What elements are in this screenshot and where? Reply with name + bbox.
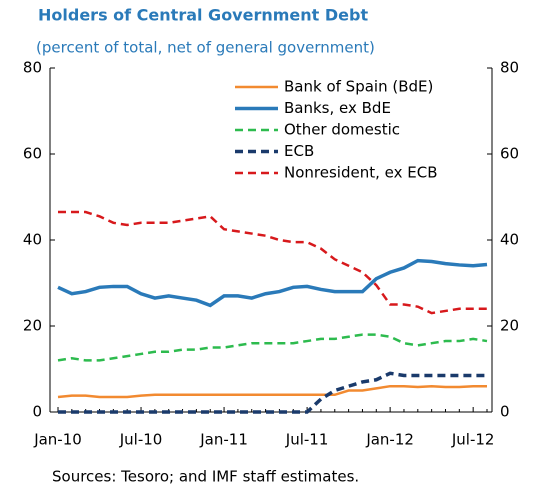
x-tick-label: Jul-12 xyxy=(451,431,495,449)
y2-tick-label: 20 xyxy=(500,317,519,335)
legend-label: ECB xyxy=(284,142,314,160)
y-tick-label: 60 xyxy=(23,145,42,163)
series-line xyxy=(57,333,488,362)
x-tick-label: Jul-11 xyxy=(285,431,329,449)
legend-label: Other domestic xyxy=(284,121,400,139)
x-tick-label: Jan-12 xyxy=(365,431,414,449)
x-tick-label: Jul-10 xyxy=(119,431,163,449)
chart-title: Holders of Central Government Debt xyxy=(38,6,368,25)
legend-label: Bank of Spain (BdE) xyxy=(284,78,433,96)
legend-label: Nonresident, ex ECB xyxy=(284,164,437,182)
series-line xyxy=(57,384,487,399)
x-tick-label: Jan-10 xyxy=(33,431,82,449)
y2-tick-label: 60 xyxy=(500,145,519,163)
legend-label: Banks, ex BdE xyxy=(284,99,391,117)
series-line xyxy=(58,371,487,414)
series-line xyxy=(57,258,488,308)
y-tick-label: 80 xyxy=(23,59,42,77)
y2-tick-label: 0 xyxy=(500,403,510,421)
chart-subtitle: (percent of total, net of general govern… xyxy=(36,39,375,57)
y2-tick-label: 40 xyxy=(500,231,519,249)
y2-tick-label: 80 xyxy=(500,59,519,77)
y-tick-label: 40 xyxy=(23,231,42,249)
source-note: Sources: Tesoro; and IMF staff estimates… xyxy=(52,468,359,486)
y-tick-label: 0 xyxy=(32,403,42,421)
x-tick-label: Jan-11 xyxy=(199,431,248,449)
series-line xyxy=(58,210,487,315)
y-tick-label: 20 xyxy=(23,317,42,335)
